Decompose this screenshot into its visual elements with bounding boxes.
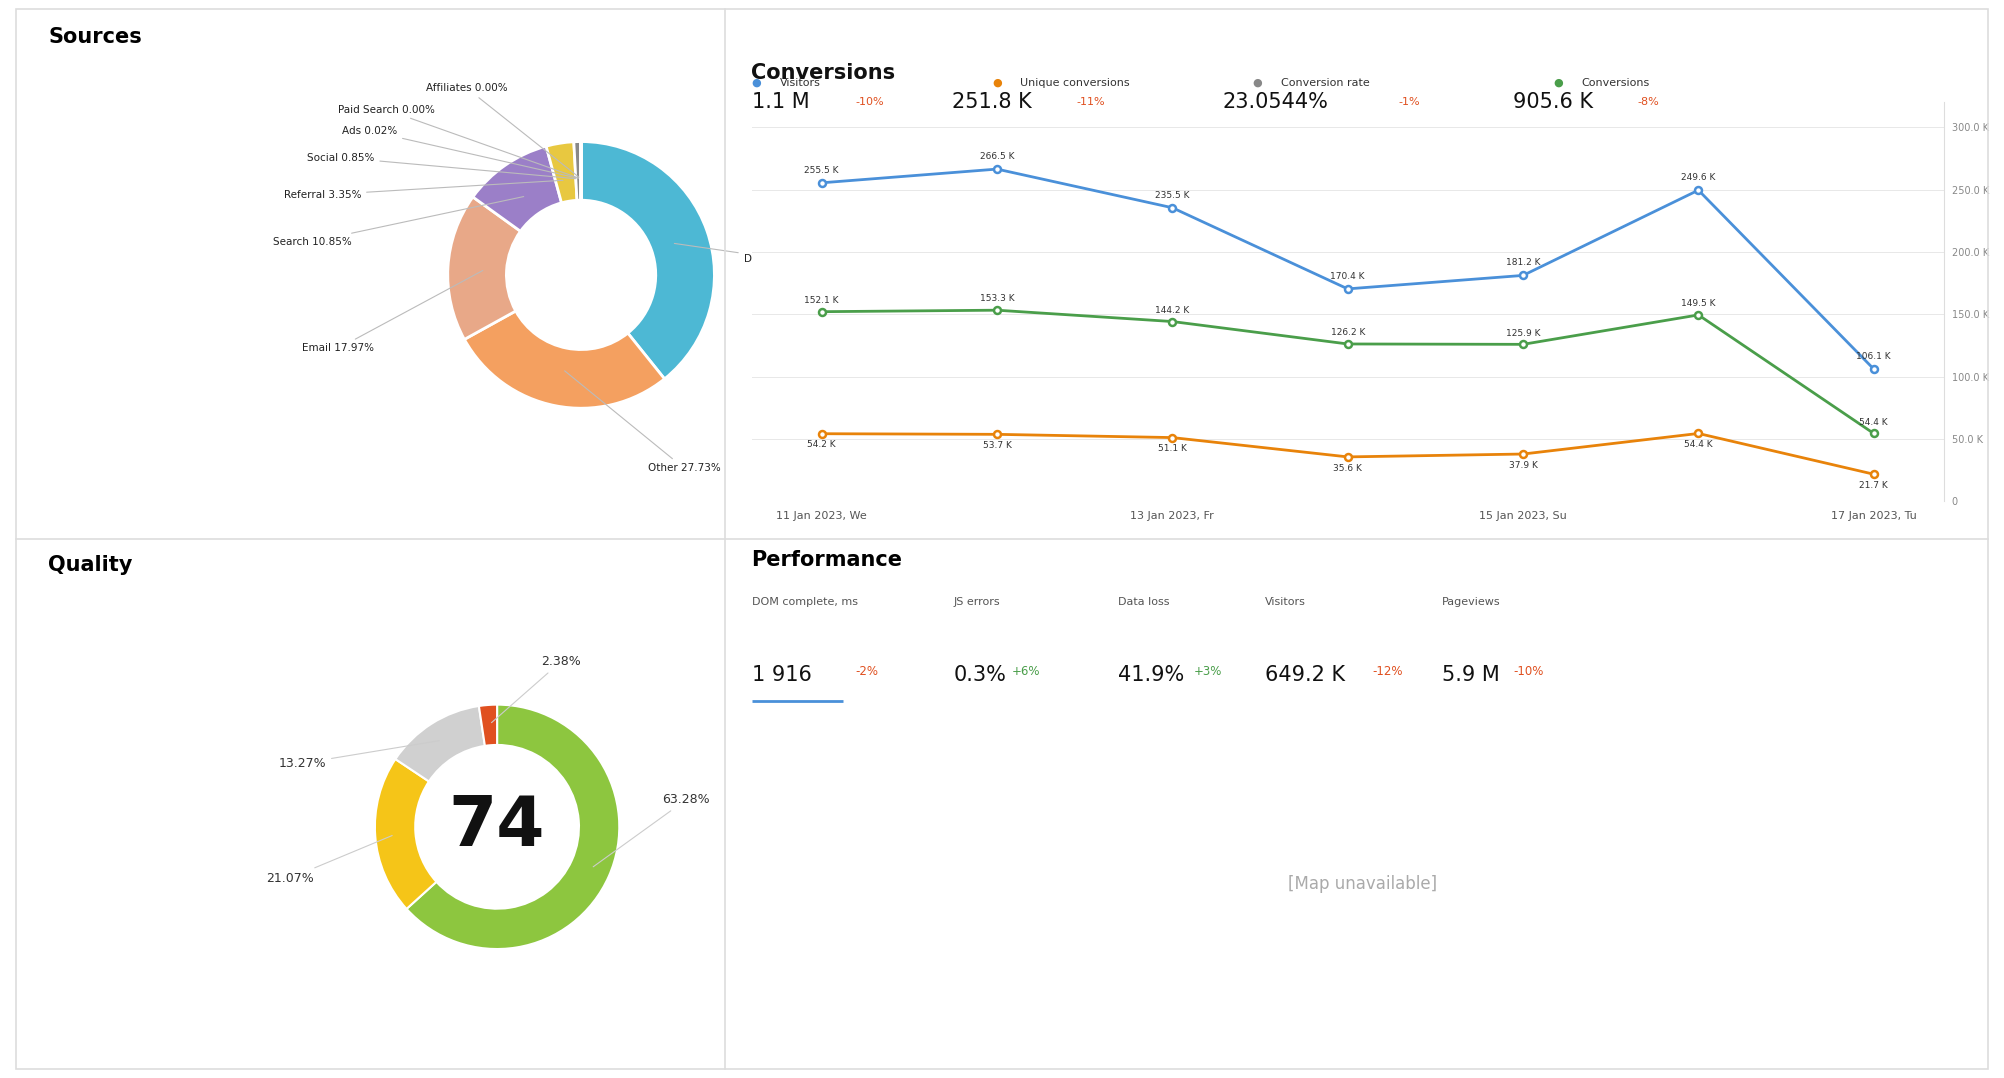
Text: -10%: -10% [856,97,884,108]
Text: -12%: -12% [1373,665,1403,678]
Text: 1.1 M: 1.1 M [752,93,810,112]
Text: 249.6 K: 249.6 K [1681,174,1715,182]
Text: Other 27.73%: Other 27.73% [565,371,721,473]
Text: ●: ● [1252,78,1263,88]
Text: Email 17.97%: Email 17.97% [303,271,483,354]
Text: 35.6 K: 35.6 K [1333,464,1363,472]
Text: -8%: -8% [1637,97,1659,108]
Text: Direct 39.24%: Direct 39.24% [675,244,818,264]
Text: 51.1 K: 51.1 K [1158,444,1186,453]
Text: Pageviews: Pageviews [1443,597,1501,607]
Text: 106.1 K: 106.1 K [1856,353,1892,361]
Text: -2%: -2% [856,665,878,678]
Text: -1%: -1% [1399,97,1421,108]
Text: 41.9%: 41.9% [1118,665,1184,685]
Text: +6%: +6% [1012,665,1040,678]
Text: Unique conversions: Unique conversions [1020,78,1130,88]
Text: Referral 3.35%: Referral 3.35% [285,180,563,199]
Text: 5.9 M: 5.9 M [1443,665,1499,685]
Text: Social 0.85%: Social 0.85% [307,153,575,179]
Text: Data loss: Data loss [1118,597,1170,607]
Text: Affiliates 0.00%: Affiliates 0.00% [427,83,579,177]
Text: 21.07%: 21.07% [267,835,393,885]
Wedge shape [465,312,665,409]
Text: 126.2 K: 126.2 K [1331,328,1365,337]
Text: 1 916: 1 916 [752,665,812,685]
Text: 37.9 K: 37.9 K [1509,460,1537,470]
Wedge shape [547,142,577,203]
Text: 251.8 K: 251.8 K [952,93,1032,112]
Text: 905.6 K: 905.6 K [1513,93,1593,112]
Text: Ads 0.02%: Ads 0.02% [343,126,579,178]
Wedge shape [581,141,713,378]
Text: 54.4 K: 54.4 K [1860,418,1888,427]
Text: Quality: Quality [48,555,132,575]
Text: 235.5 K: 235.5 K [1154,191,1190,199]
Text: 54.2 K: 54.2 K [808,441,836,450]
Text: JS errors: JS errors [954,597,1000,607]
Text: -11%: -11% [1076,97,1104,108]
Text: Visitors: Visitors [1265,597,1307,607]
Text: 649.2 K: 649.2 K [1265,665,1345,685]
Wedge shape [447,197,521,340]
Text: 74: 74 [449,793,545,860]
Text: 53.7 K: 53.7 K [982,441,1012,450]
Text: ●: ● [992,78,1002,88]
Text: Search 10.85%: Search 10.85% [273,196,523,247]
Text: 152.1 K: 152.1 K [804,296,840,305]
Text: Paid Search 0.00%: Paid Search 0.00% [337,105,579,178]
Text: ●: ● [1553,78,1563,88]
Text: 255.5 K: 255.5 K [804,166,840,175]
Text: DOM complete, ms: DOM complete, ms [752,597,858,607]
Text: 21.7 K: 21.7 K [1860,481,1888,489]
Text: 63.28%: 63.28% [593,793,709,867]
Text: 181.2 K: 181.2 K [1505,259,1541,267]
Text: +3%: +3% [1194,665,1222,678]
Text: 13.27%: 13.27% [279,741,439,770]
Text: Visitors: Visitors [780,78,820,88]
Text: Conversions: Conversions [752,63,896,83]
Wedge shape [375,759,437,909]
Text: 266.5 K: 266.5 K [980,152,1014,161]
Text: Sources: Sources [48,27,142,46]
Text: 2.38%: 2.38% [491,655,581,722]
Text: 54.4 K: 54.4 K [1683,440,1713,450]
Text: Conversions: Conversions [1581,78,1649,88]
Wedge shape [407,705,619,949]
Text: 144.2 K: 144.2 K [1154,306,1190,315]
Text: 0.3%: 0.3% [954,665,1006,685]
Text: [Map unavailable]: [Map unavailable] [1289,875,1437,894]
Wedge shape [473,147,561,232]
Text: ●: ● [752,78,762,88]
Wedge shape [479,705,497,746]
Text: 125.9 K: 125.9 K [1505,329,1541,337]
Text: Conversion rate: Conversion rate [1281,78,1369,88]
Text: -10%: -10% [1513,665,1543,678]
Wedge shape [573,141,581,201]
Text: 149.5 K: 149.5 K [1681,300,1715,308]
Text: 153.3 K: 153.3 K [980,294,1014,304]
Wedge shape [395,706,485,782]
Text: 23.0544%: 23.0544% [1222,93,1329,112]
Text: 170.4 K: 170.4 K [1331,272,1365,281]
Text: Performance: Performance [752,550,902,569]
